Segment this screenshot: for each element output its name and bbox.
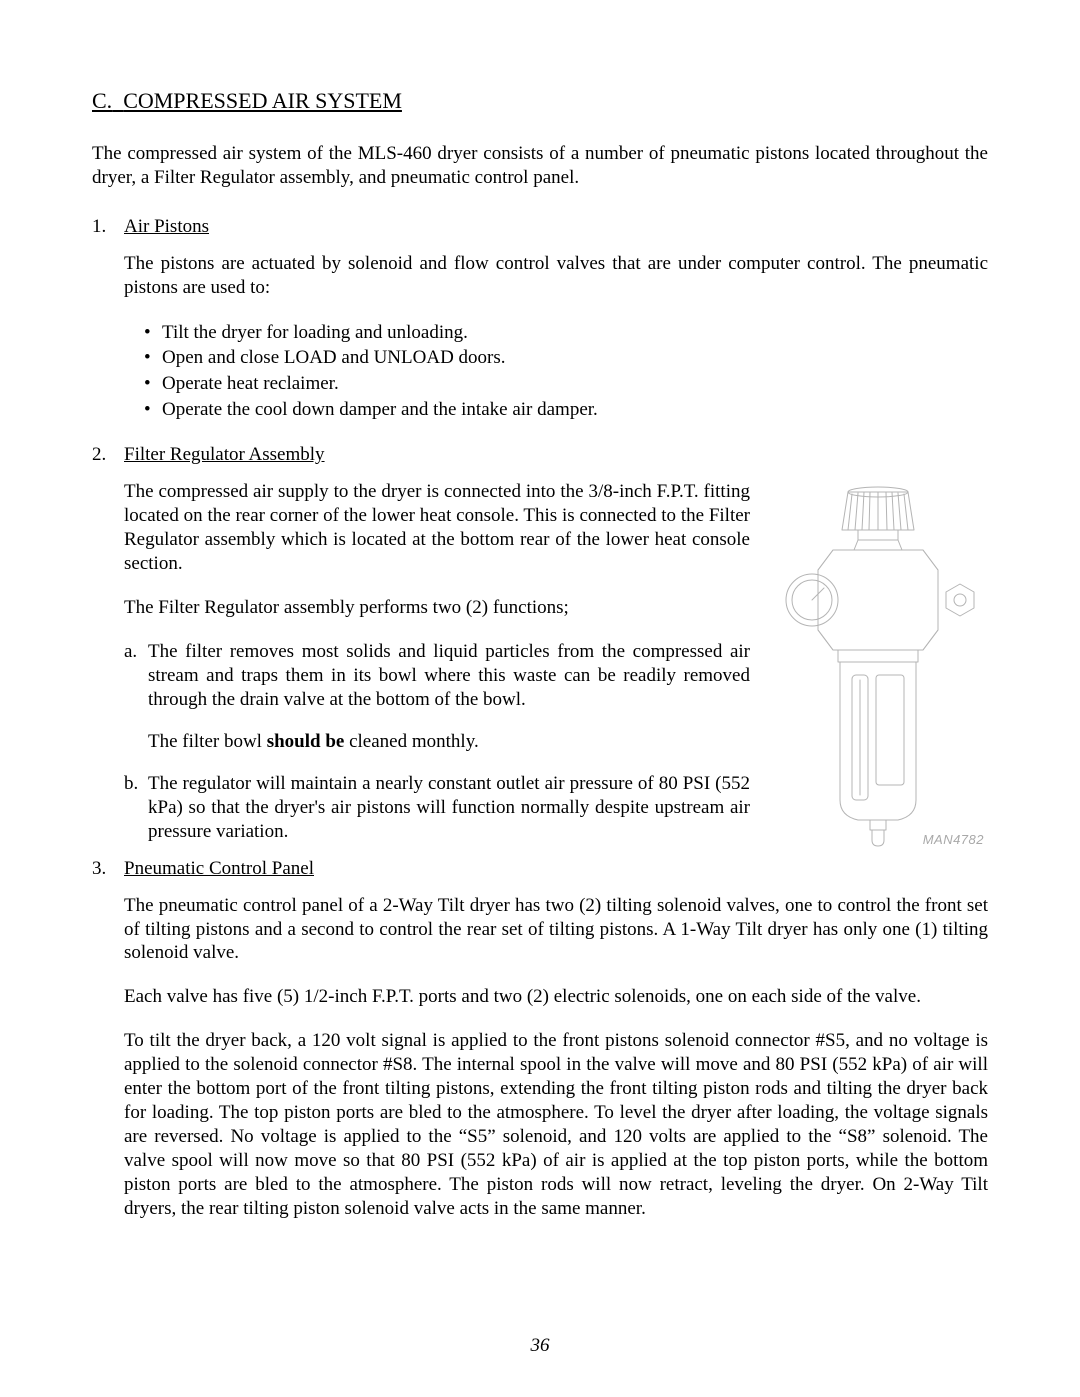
list-number: 1.: [92, 216, 124, 238]
bullet-item: Tilt the dryer for loading and unloading…: [144, 320, 988, 346]
list-item-3-header: 3. Pneumatic Control Panel: [92, 858, 988, 880]
list-title: Air Pistons: [124, 216, 209, 237]
list-item-1-body: The pistons are actuated by solenoid and…: [124, 252, 988, 422]
paragraph: The regulator will maintain a nearly con…: [148, 772, 750, 844]
filter-regulator-icon: [778, 480, 978, 850]
figure-caption: MAN4782: [923, 832, 984, 848]
paragraph: Each valve has five (5) 1/2-inch F.P.T. …: [124, 985, 988, 1009]
sub-item-a: a. The filter removes most solids and li…: [124, 640, 750, 754]
bullet-item: Open and close LOAD and UNLOAD doors.: [144, 345, 988, 371]
list-item-2-header: 2. Filter Regulator Assembly: [92, 444, 988, 466]
paragraph: To tilt the dryer back, a 120 volt signa…: [124, 1029, 988, 1221]
paragraph: The Filter Regulator assembly performs t…: [124, 596, 750, 620]
sub-letter: a.: [124, 640, 148, 754]
paragraph: The filter bowl should be cleaned monthl…: [148, 730, 750, 754]
page: C. COMPRESSED AIR SYSTEM The compressed …: [0, 0, 1080, 1397]
text: The filter bowl: [148, 731, 267, 752]
filter-regulator-figure: MAN4782: [768, 480, 988, 848]
section-heading: C. COMPRESSED AIR SYSTEM: [92, 88, 988, 114]
bullet-list: Tilt the dryer for loading and unloading…: [124, 320, 988, 423]
paragraph: The compressed air supply to the dryer i…: [124, 480, 750, 576]
paragraph: The pistons are actuated by solenoid and…: [124, 252, 988, 300]
intro-paragraph: The compressed air system of the MLS-460…: [92, 142, 988, 190]
list-number: 2.: [92, 444, 124, 466]
paragraph: The pneumatic control panel of a 2-Way T…: [124, 894, 988, 966]
page-number: 36: [0, 1335, 1080, 1357]
list-title: Pneumatic Control Panel: [124, 858, 314, 879]
list-item-3-body: The pneumatic control panel of a 2-Way T…: [124, 894, 988, 1221]
filter-regulator-text: The compressed air supply to the dryer i…: [124, 480, 768, 851]
list-item-1-header: 1. Air Pistons: [92, 216, 988, 238]
bullet-item: Operate the cool down damper and the int…: [144, 397, 988, 423]
text: cleaned monthly.: [344, 731, 478, 752]
list-item-2-body: The compressed air supply to the dryer i…: [124, 480, 988, 851]
bullet-item: Operate heat reclaimer.: [144, 371, 988, 397]
bold-text: should be: [267, 731, 345, 752]
paragraph: The filter removes most solids and liqui…: [148, 640, 750, 712]
section-letter: C.: [92, 88, 112, 113]
section-title: COMPRESSED AIR SYSTEM: [123, 88, 402, 113]
sub-letter: b.: [124, 772, 148, 844]
sub-item-b: b. The regulator will maintain a nearly …: [124, 772, 750, 844]
list-title: Filter Regulator Assembly: [124, 444, 325, 465]
list-number: 3.: [92, 858, 124, 880]
